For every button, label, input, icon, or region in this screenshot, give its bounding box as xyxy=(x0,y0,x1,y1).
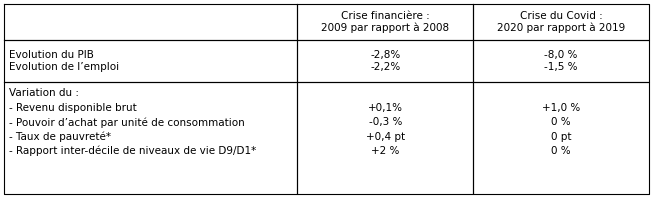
Text: -8,0 %
-1,5 %: -8,0 % -1,5 % xyxy=(544,50,578,72)
Text: 0 %: 0 % xyxy=(551,117,571,127)
Text: 0 %: 0 % xyxy=(551,146,571,156)
Text: 0 pt: 0 pt xyxy=(550,132,571,142)
Text: - Revenu disponible brut: - Revenu disponible brut xyxy=(9,103,136,113)
Text: Crise financière :
2009 par rapport à 2008: Crise financière : 2009 par rapport à 20… xyxy=(321,11,449,33)
Text: +1,0 %: +1,0 % xyxy=(542,103,580,113)
Text: - Pouvoir d’achat par unité de consommation: - Pouvoir d’achat par unité de consommat… xyxy=(9,117,245,128)
Text: +2 %: +2 % xyxy=(371,146,400,156)
Text: - Taux de pauvreté*: - Taux de pauvreté* xyxy=(9,131,111,142)
Text: -0,3 %: -0,3 % xyxy=(368,117,402,127)
Text: Evolution du PIB
Evolution de l’emploi: Evolution du PIB Evolution de l’emploi xyxy=(9,50,119,72)
Text: -2,8%
-2,2%: -2,8% -2,2% xyxy=(370,50,400,72)
Text: +0,1%: +0,1% xyxy=(368,103,403,113)
Text: Crise du Covid :
2020 par rapport à 2019: Crise du Covid : 2020 par rapport à 2019 xyxy=(497,11,625,33)
Text: Variation du :: Variation du : xyxy=(9,88,79,98)
Text: +0,4 pt: +0,4 pt xyxy=(366,132,405,142)
Text: - Rapport inter-décile de niveaux de vie D9/D1*: - Rapport inter-décile de niveaux de vie… xyxy=(9,146,256,156)
